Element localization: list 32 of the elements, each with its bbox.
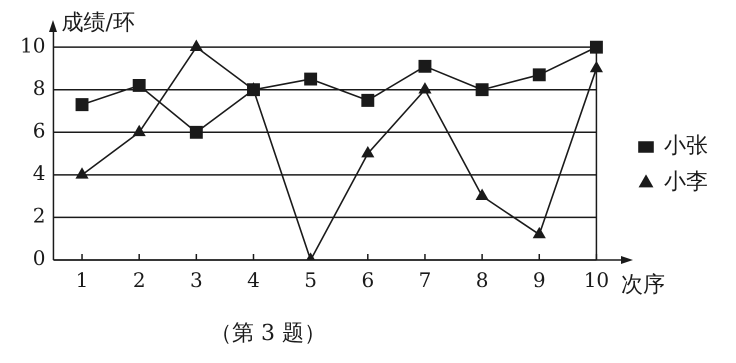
- point: [476, 189, 488, 200]
- text: （第 3 题）: [209, 320, 327, 348]
- legend-label: 小张: [664, 134, 708, 159]
- point: [533, 228, 546, 238]
- y-tick-label: 4: [32, 161, 46, 186]
- point: [532, 68, 546, 82]
- point: [418, 60, 432, 73]
- x-tick-label: 8: [476, 268, 488, 292]
- y-tick-label: 10: [20, 33, 46, 58]
- y-tick-label: 0: [32, 246, 46, 270]
- y-tick-label: 6: [32, 118, 46, 142]
- legend-label: 小李: [664, 170, 708, 195]
- point: [132, 79, 146, 92]
- x-tick-label: 1: [76, 268, 88, 292]
- x-tick-label: 7: [418, 268, 432, 292]
- x-tick-label: 6: [361, 268, 374, 292]
- point: [190, 126, 203, 139]
- x-axis-title: 次序: [621, 272, 665, 298]
- point: [361, 94, 374, 107]
- x-tick-label: 9: [532, 268, 546, 292]
- point: [590, 40, 603, 54]
- point: [362, 146, 374, 158]
- point: [76, 98, 88, 112]
- y-axis-title: 成绩/环: [61, 10, 135, 36]
- x-tick-label: 4: [247, 268, 260, 292]
- point: [304, 72, 318, 86]
- x-tick-label: 5: [304, 268, 318, 292]
- x-tick-label: 2: [132, 268, 146, 292]
- x-tick-label: 3: [190, 268, 203, 292]
- y-tick-label: 2: [32, 204, 46, 228]
- x-tick-label: 10: [584, 268, 610, 292]
- y-tick-label: 8: [32, 76, 46, 100]
